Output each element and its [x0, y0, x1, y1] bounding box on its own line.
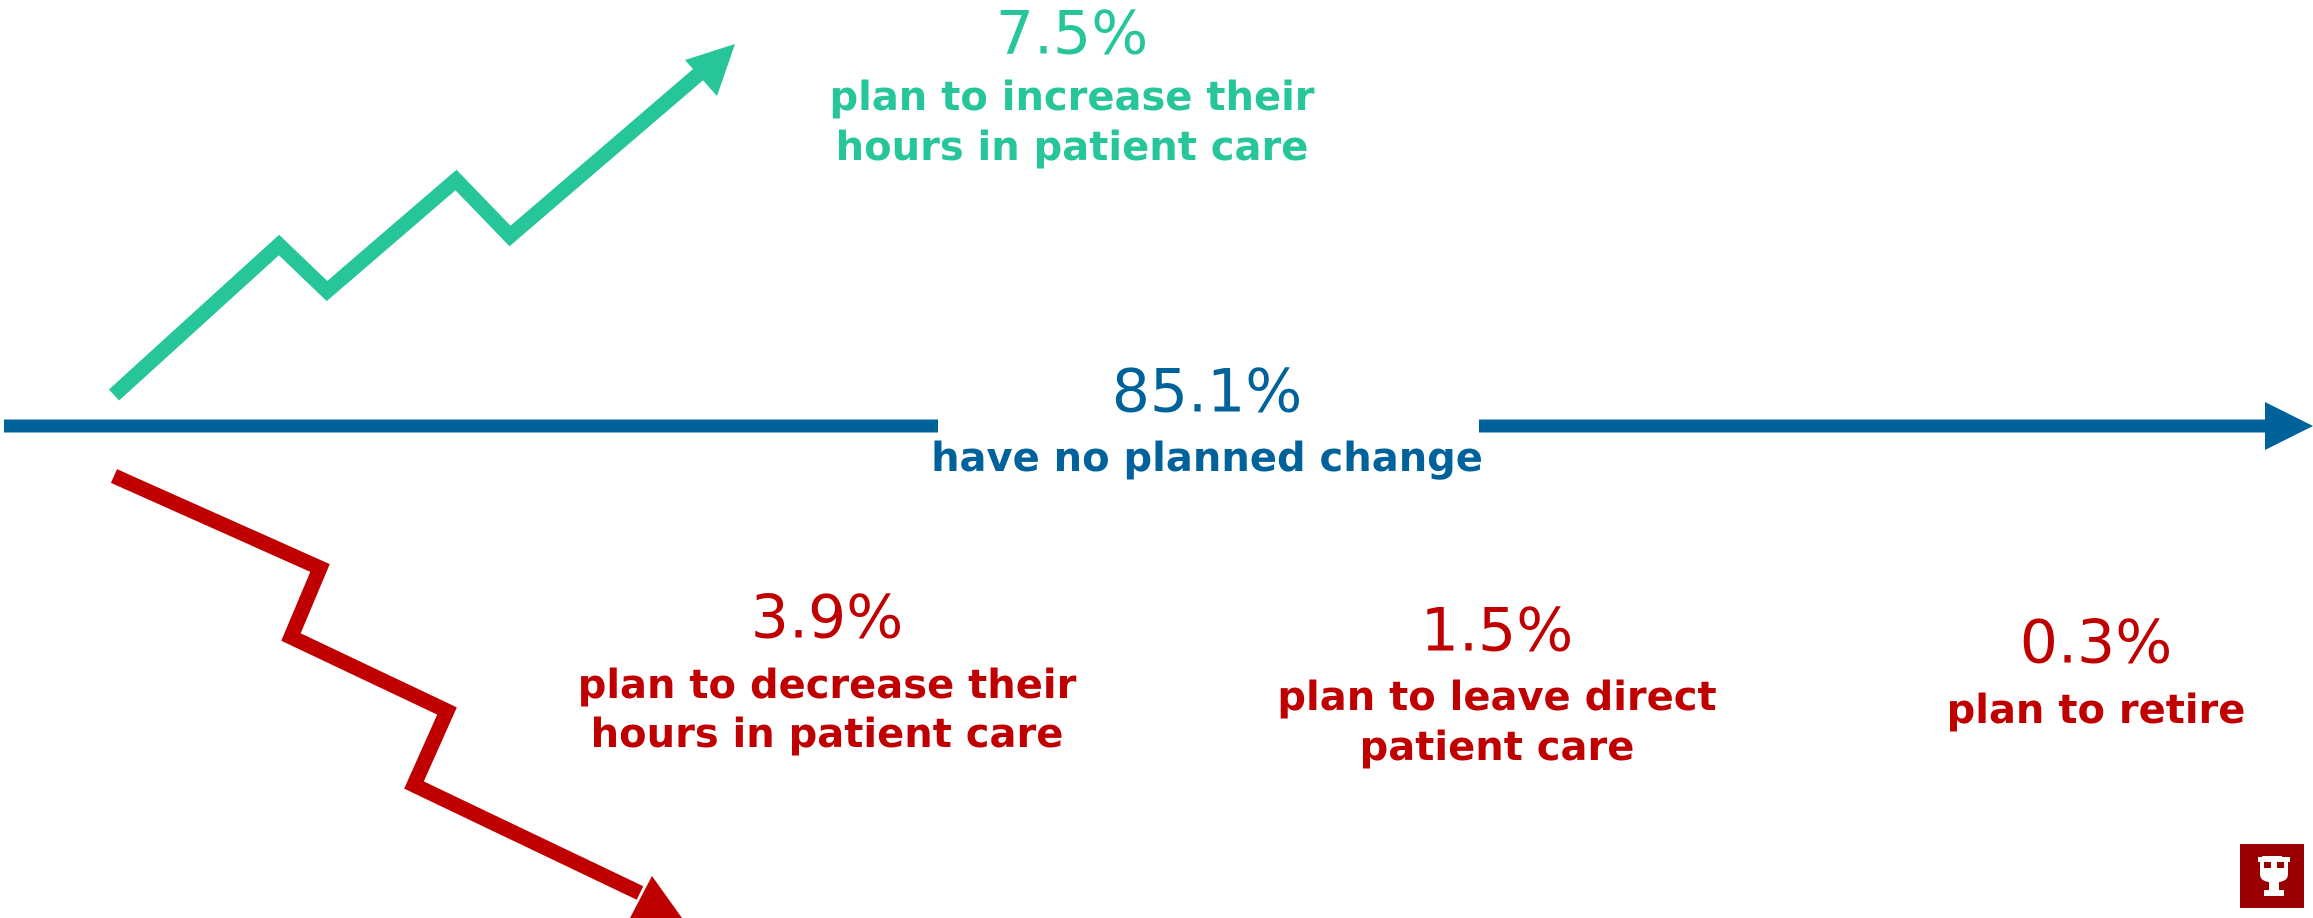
retire-value: 0.3%	[2020, 608, 2172, 678]
increase-arrowhead	[685, 44, 735, 96]
increase-arrow	[108, 67, 705, 401]
increase-value: 7.5%	[996, 0, 1148, 69]
retire-label: plan to retire	[1947, 687, 2246, 733]
increase-label: plan to increase their	[829, 74, 1314, 120]
decrease-label: hours in patient care	[591, 711, 1064, 757]
logo	[2240, 844, 2304, 908]
no-change-value: 85.1%	[1112, 357, 1303, 427]
leave-label: patient care	[1360, 724, 1635, 770]
leave-label: plan to leave direct	[1277, 674, 1716, 720]
no-change-arrowhead	[2265, 402, 2313, 450]
no-change-label: have no planned change	[931, 435, 1483, 481]
decrease-arrowhead	[630, 876, 682, 918]
leave-value: 1.5%	[1421, 596, 1573, 666]
increase-label: hours in patient care	[836, 124, 1309, 170]
decrease-value: 3.9%	[751, 583, 903, 653]
decrease-arrow	[110, 469, 644, 900]
decrease-label: plan to decrease their	[578, 662, 1077, 708]
